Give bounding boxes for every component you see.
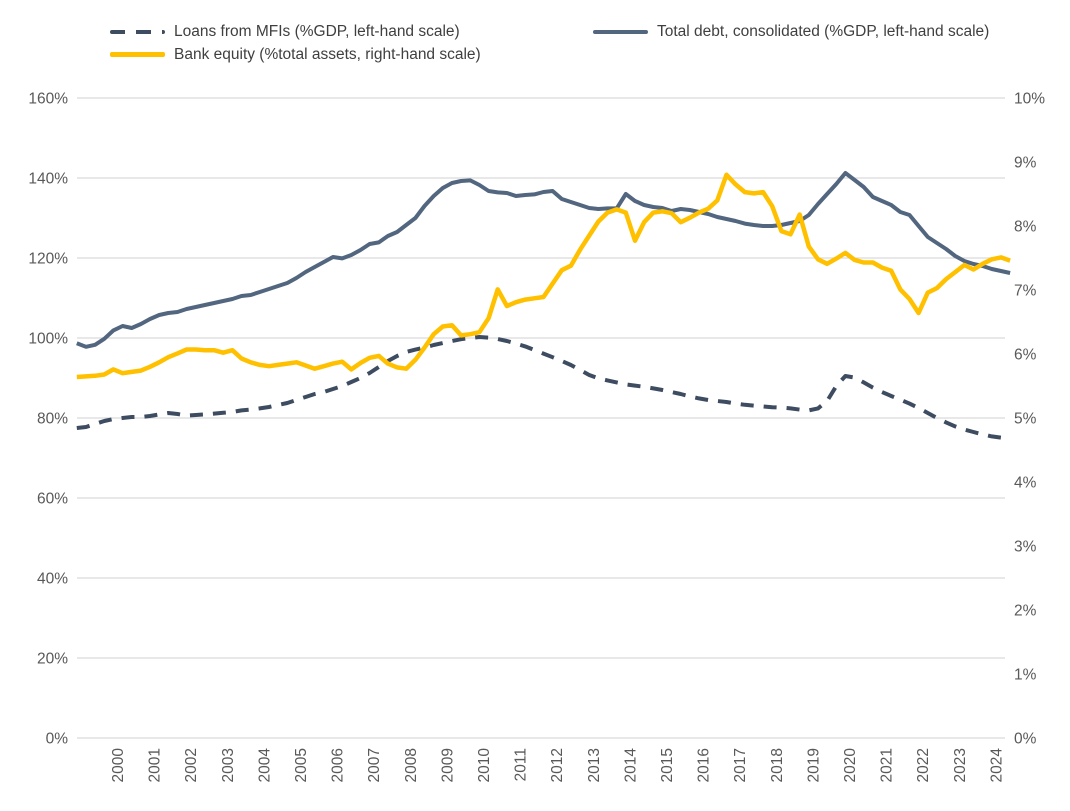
axis-labels-layer: 0% 20% 40% 60% 80% 100% 120% 140% 160% 0% 1% 2% 3% 4%… <box>28 91 1045 783</box>
x-axis-label: 2024 <box>988 748 1005 783</box>
legend-label-bank-equity: Bank equity (%total assets, right-hand s… <box>174 46 481 63</box>
x-axis-label: 2017 <box>732 748 749 782</box>
series-total-debt-line <box>76 171 1011 349</box>
x-axis-label: 2021 <box>879 748 896 782</box>
x-axis-label: 2003 <box>220 748 237 782</box>
x-axis-label: 2011 <box>513 748 530 781</box>
y-axis-label-right: 2% <box>1014 603 1037 620</box>
y-axis-label-left: 0% <box>46 731 69 748</box>
x-axis-label: 2006 <box>330 748 347 782</box>
y-axis-label-left: 160% <box>28 91 68 108</box>
x-axis-label: 2016 <box>696 748 713 782</box>
x-axis-label: 2009 <box>439 748 456 782</box>
x-axis-label: 2007 <box>366 748 383 782</box>
x-axis-label: 2012 <box>549 748 566 782</box>
legend-item-total-debt: Total debt, consolidated (%GDP, left-han… <box>593 24 989 40</box>
y-axis-label-right: 10% <box>1014 91 1045 108</box>
legend-item-bank-equity: Bank equity (%total assets, right-hand s… <box>110 47 481 63</box>
y-axis-label-left: 100% <box>28 331 68 348</box>
x-axis-label: 2002 <box>183 748 200 782</box>
total-debt-line-swatch-icon <box>593 29 648 34</box>
y-axis-label-right: 6% <box>1014 347 1037 364</box>
legend-item-loans-mfi: Loans from MFIs (%GDP, left-hand scale) <box>110 24 460 40</box>
y-axis-label-right: 3% <box>1014 539 1037 556</box>
x-axis-label: 2004 <box>256 748 273 783</box>
y-axis-label-left: 80% <box>37 411 68 428</box>
x-axis-label: 2022 <box>915 748 932 782</box>
y-axis-label-left: 20% <box>37 651 68 668</box>
y-axis-label-right: 0% <box>1014 731 1037 748</box>
y-axis-label-left: 40% <box>37 571 68 588</box>
legend-label-loans-mfi: Loans from MFIs (%GDP, left-hand scale) <box>174 23 460 40</box>
x-axis-label: 2001 <box>147 748 164 782</box>
y-axis-label-right: 1% <box>1014 667 1037 684</box>
y-axis-label-right: 8% <box>1014 219 1037 236</box>
y-axis-label-right: 9% <box>1014 155 1037 172</box>
y-axis-label-right: 7% <box>1014 283 1037 300</box>
y-axis-label-left: 120% <box>28 251 68 268</box>
series-layer <box>76 171 1011 441</box>
x-axis-label: 2010 <box>476 748 493 783</box>
series-bank-equity-line <box>76 172 1011 380</box>
x-axis-label: 2000 <box>110 748 127 783</box>
y-axis-label-left: 140% <box>28 171 68 188</box>
legend-label-total-debt: Total debt, consolidated (%GDP, left-han… <box>657 23 990 40</box>
x-axis-label: 2005 <box>293 748 310 782</box>
x-axis-label: 2014 <box>622 748 639 783</box>
x-axis-label: 2023 <box>952 748 969 782</box>
y-axis-label-right: 5% <box>1014 411 1037 428</box>
x-axis-label: 2013 <box>586 748 603 782</box>
loans-mfi-dashed-swatch-icon <box>110 29 165 34</box>
gridlines-layer <box>77 97 1005 739</box>
x-axis-label: 2020 <box>842 748 859 783</box>
series-loans-mfi-line <box>76 335 1011 441</box>
bank-equity-line-swatch-icon <box>110 52 165 58</box>
y-axis-label-right: 4% <box>1014 475 1037 492</box>
y-axis-label-left: 60% <box>37 491 68 508</box>
x-axis-label: 2018 <box>769 748 786 782</box>
x-axis-label: 2008 <box>403 748 420 782</box>
x-axis-label: 2019 <box>805 748 822 782</box>
x-axis-label: 2015 <box>659 748 676 782</box>
